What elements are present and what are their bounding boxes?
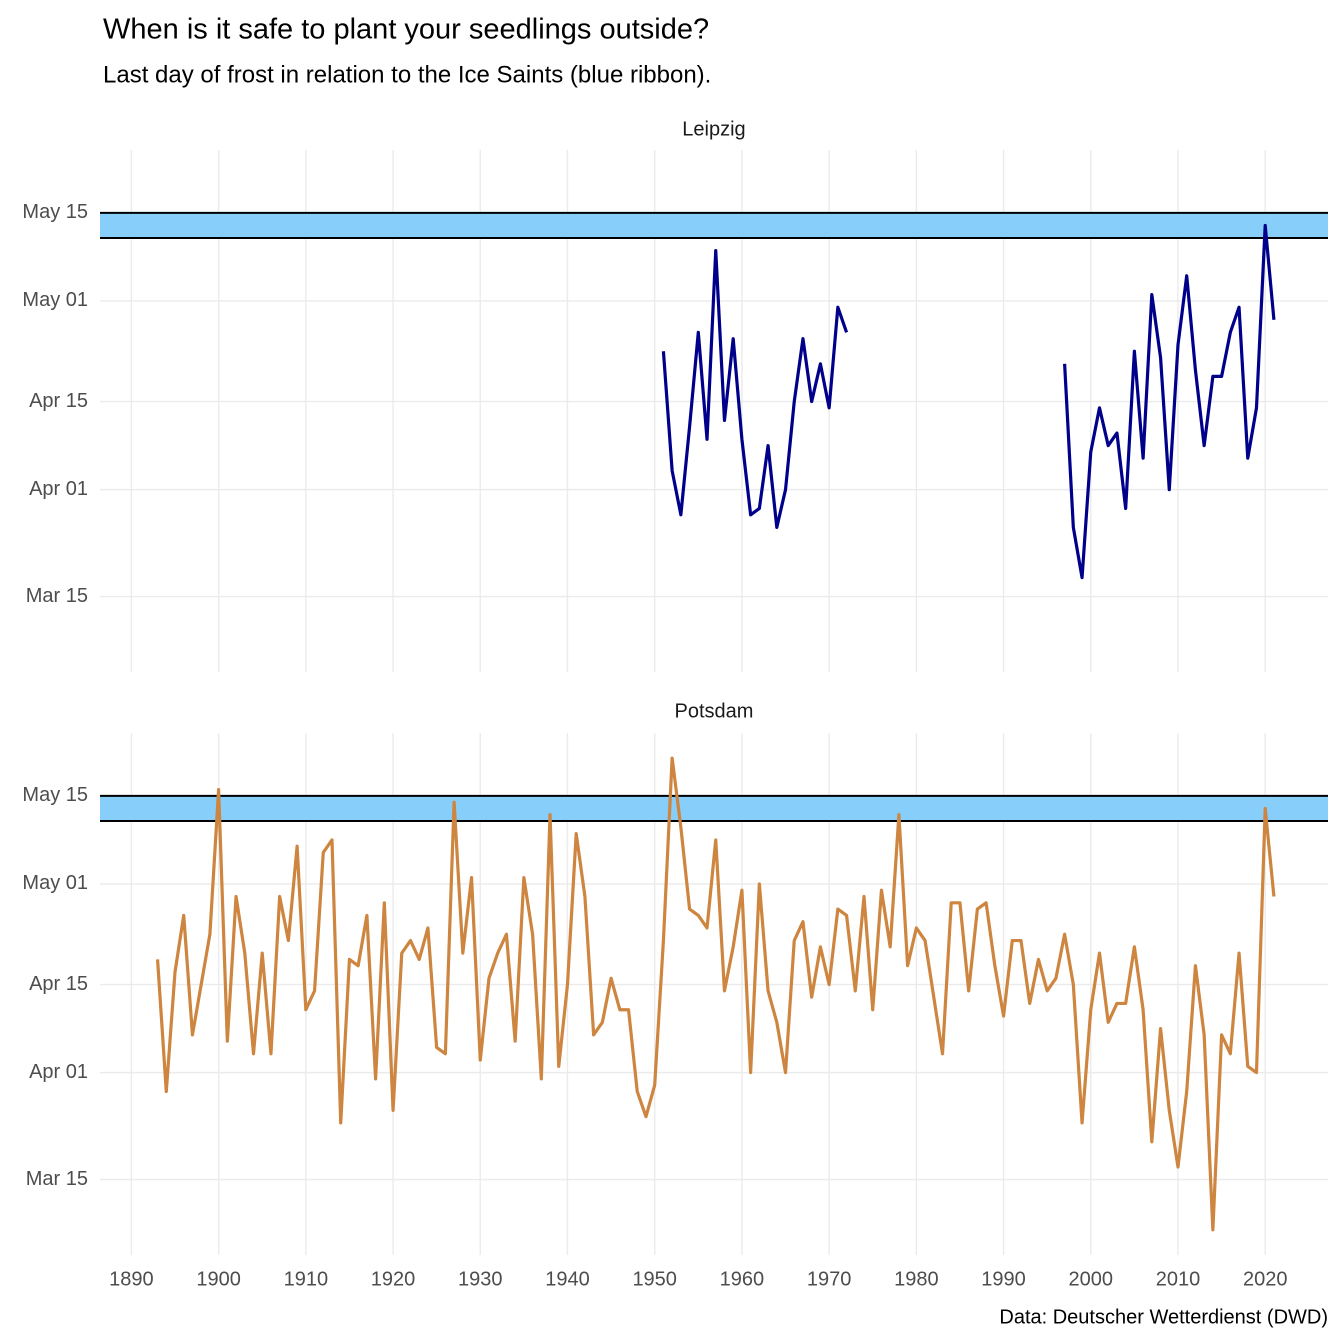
x-tick-label: 1940 <box>545 1268 590 1290</box>
x-tick-label: 1900 <box>196 1268 241 1290</box>
y-tick-label: Apr 15 <box>29 973 88 995</box>
x-tick-label: 1970 <box>807 1268 852 1290</box>
caption: Data: Deutscher Wetterdienst (DWD) <box>999 1306 1328 1328</box>
x-tick-label: 1930 <box>458 1268 503 1290</box>
y-tick-label: Apr 01 <box>29 1061 88 1083</box>
y-tick-label: May 15 <box>22 201 88 223</box>
x-tick-label: 2020 <box>1243 1268 1288 1290</box>
x-tick-label: 2010 <box>1156 1268 1201 1290</box>
line <box>155 756 1276 1232</box>
panel-title: Potsdam <box>675 700 754 722</box>
panel-title: Leipzig <box>682 118 745 140</box>
ribbon <box>100 795 1328 822</box>
x-tick-label: 1960 <box>720 1268 765 1290</box>
y-tick-label: Mar 15 <box>26 1168 88 1190</box>
x-tick-label: 1950 <box>632 1268 677 1290</box>
x-tick-label: 1920 <box>371 1268 416 1290</box>
chart-subtitle: Last day of frost in relation to the Ice… <box>103 61 711 88</box>
x-tick-label: 1890 <box>109 1268 154 1290</box>
y-tick-label: May 01 <box>22 289 88 311</box>
y-tick-label: Apr 01 <box>29 478 88 500</box>
y-tick-label: May 15 <box>22 784 88 806</box>
chart-title: When is it safe to plant your seedlings … <box>103 14 709 46</box>
y-tick-label: Apr 15 <box>29 390 88 412</box>
y-tick-label: Mar 15 <box>26 585 88 607</box>
x-tick-label: 1990 <box>981 1268 1026 1290</box>
line <box>661 223 1276 580</box>
x-tick-label: 1910 <box>284 1268 329 1290</box>
x-tick-label: 2000 <box>1069 1268 1114 1290</box>
x-tick-label: 1980 <box>894 1268 939 1290</box>
ribbon <box>100 212 1328 239</box>
y-tick-label: May 01 <box>22 872 88 894</box>
